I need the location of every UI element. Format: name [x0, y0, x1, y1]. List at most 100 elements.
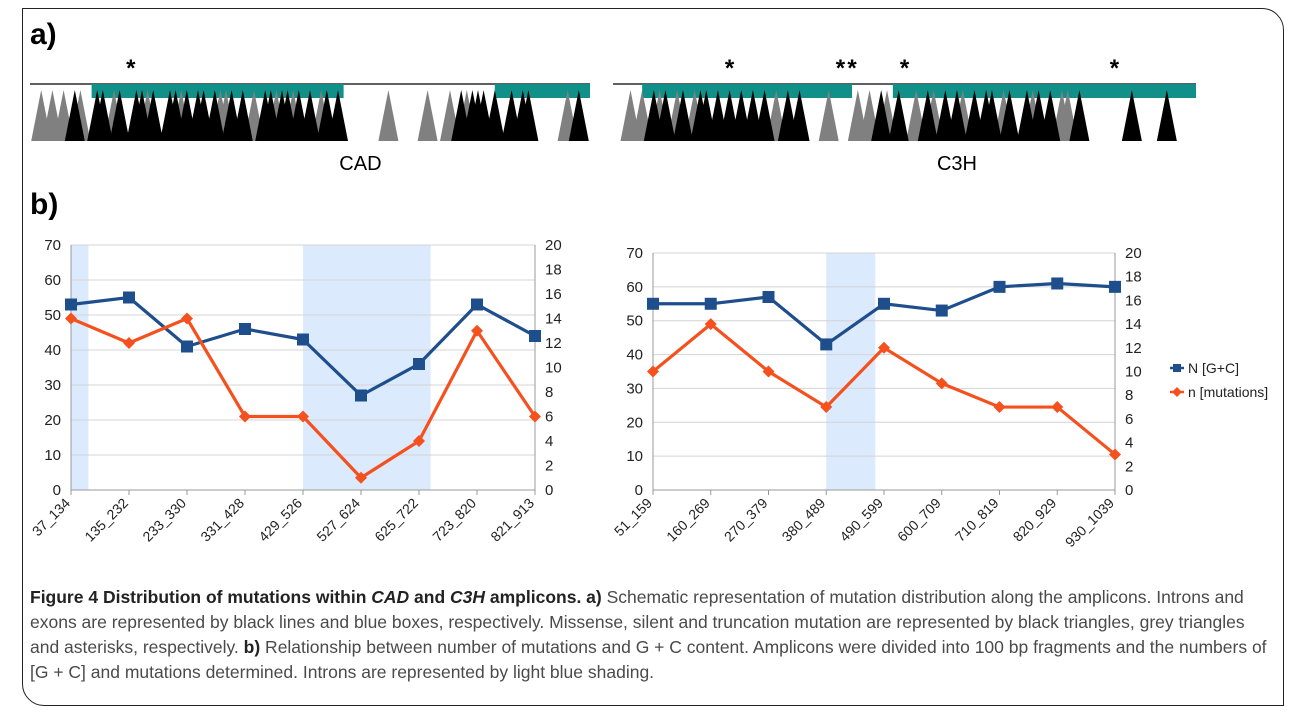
gc-point: [704, 297, 717, 310]
right-axis-tick-label: 12: [545, 335, 562, 352]
missense-mutation-triangle: [328, 90, 348, 141]
right-axis-tick-label: 14: [1125, 316, 1142, 333]
x-tick-label: 270_379: [721, 495, 771, 545]
mutation-point: [355, 471, 367, 484]
mutation-point: [704, 318, 717, 331]
missense-mutation-triangle: [754, 90, 775, 141]
truncation-asterisk: *: [847, 55, 857, 82]
left-axis-tick-label: 10: [44, 447, 61, 464]
gc-point: [413, 358, 425, 370]
truncation-asterisk: *: [900, 55, 910, 82]
left-axis-tick-label: 40: [626, 347, 643, 364]
right-axis-tick-label: 0: [1125, 482, 1133, 499]
exon-box: [892, 84, 1196, 98]
mutation-point: [762, 365, 775, 378]
figure-caption: Figure 4 Distribution of mutations withi…: [30, 585, 1270, 685]
right-axis-tick-label: 8: [1125, 387, 1133, 404]
right-axis-tick-label: 14: [545, 311, 562, 328]
mutation-point: [239, 410, 251, 423]
x-tick-label: 723_820: [429, 495, 479, 545]
left-axis-tick-label: 50: [626, 313, 643, 330]
missense-mutation-triangle: [888, 90, 909, 141]
silent-mutation-triangle: [818, 90, 839, 141]
caption-title-part3: amplicons.: [485, 587, 582, 607]
x-tick-label: 820_929: [1010, 495, 1060, 545]
missense-mutation-triangle: [981, 90, 1002, 141]
gc-point: [1109, 280, 1121, 293]
truncation-asterisk: *: [836, 55, 846, 82]
missense-mutation-triangle: [871, 90, 892, 141]
caption-title-part2: and: [409, 587, 451, 607]
x-tick-label: 600_709: [894, 495, 944, 545]
caption-a-text: Schematic representation of mutation dis…: [30, 587, 1245, 657]
left-axis-tick-label: 30: [626, 380, 643, 397]
right-axis-tick-label: 6: [545, 409, 553, 426]
right-axis-tick-label: 8: [545, 384, 553, 401]
right-axis-tick-label: 18: [545, 262, 562, 279]
right-axis-tick-label: 4: [1125, 435, 1133, 452]
right-axis-tick-label: 12: [1125, 340, 1142, 357]
mutation-point: [181, 312, 193, 325]
gc-point: [471, 298, 483, 311]
truncation-asterisk: *: [126, 55, 136, 82]
left-axis-tick-label: 60: [626, 279, 643, 296]
gc-point: [181, 340, 193, 353]
mutation-point: [647, 365, 659, 378]
mutation-point: [65, 312, 77, 325]
x-tick-label: 37_134: [29, 495, 73, 539]
x-tick-label: 51_159: [611, 495, 655, 539]
gc-point: [993, 280, 1006, 293]
gc-point: [529, 330, 541, 342]
x-tick-label: 135_232: [81, 495, 131, 545]
caption-figure-number: Figure 4: [30, 587, 99, 607]
missense-mutation-triangle: [1040, 90, 1061, 141]
right-axis-tick-label: 10: [1125, 364, 1142, 381]
right-axis-tick-label: 2: [1125, 458, 1133, 475]
x-tick-label: 710_819: [952, 495, 1002, 545]
missense-mutation-triangle: [1156, 90, 1177, 141]
left-axis-tick-label: 0: [53, 482, 61, 499]
right-axis-tick-label: 16: [545, 286, 562, 303]
missense-mutation-triangle: [672, 90, 693, 141]
truncation-asterisk: *: [1110, 55, 1120, 82]
right-axis-tick-label: 20: [545, 237, 562, 254]
missense-mutation-triangle: [64, 90, 85, 141]
x-tick-label: 930_1039: [1062, 495, 1118, 551]
left-axis-tick-label: 50: [44, 307, 61, 324]
x-tick-label: 625_722: [371, 495, 421, 545]
left-axis-tick-label: 60: [44, 272, 61, 289]
left-axis-tick-label: 20: [626, 414, 643, 431]
caption-gene-2: C3H: [450, 587, 486, 607]
x-tick-label: 233_330: [139, 495, 189, 545]
intron-shading: [826, 253, 876, 490]
mutation-point: [878, 341, 890, 354]
right-axis-tick-label: 16: [1125, 292, 1142, 309]
caption-gene-1: CAD: [371, 587, 410, 607]
amplicon-schematic: *CAD* * * * *C3H: [30, 55, 1196, 175]
legend-label: N [G+C]: [1188, 360, 1239, 376]
mutation-point: [471, 324, 483, 337]
right-axis-tick-label: 0: [545, 482, 553, 499]
left-axis-tick-label: 40: [44, 342, 61, 359]
gc-point: [65, 298, 77, 311]
missense-mutation-triangle: [946, 90, 967, 141]
caption-b-text: Relationship between number of mutations…: [30, 637, 1267, 682]
left-axis-tick-label: 20: [44, 412, 61, 429]
exon-box: [494, 84, 590, 98]
caption-b-label: b): [238, 637, 261, 657]
caption-a-label: a): [581, 587, 602, 607]
c3h-chart: 0 10 20 30 40 50 60 70 0 2 4 6 8 10 12 14 16 18 20 51_159 16…: [611, 245, 1268, 551]
right-axis-tick-label: 18: [1125, 269, 1142, 286]
missense-mutation-triangle: [568, 90, 589, 141]
missense-mutation-triangle: [300, 90, 320, 141]
left-axis-tick-label: 70: [626, 245, 643, 262]
silent-mutation-triangle: [417, 90, 438, 141]
gc-point: [123, 291, 135, 304]
left-axis-tick-label: 70: [44, 237, 61, 254]
gene-label: C3H: [937, 153, 977, 175]
missense-mutation-triangle: [1121, 90, 1142, 141]
mutation-point: [123, 337, 135, 349]
gc-point: [297, 333, 309, 346]
mutation-point: [993, 401, 1006, 414]
gc-point: [1051, 277, 1064, 290]
